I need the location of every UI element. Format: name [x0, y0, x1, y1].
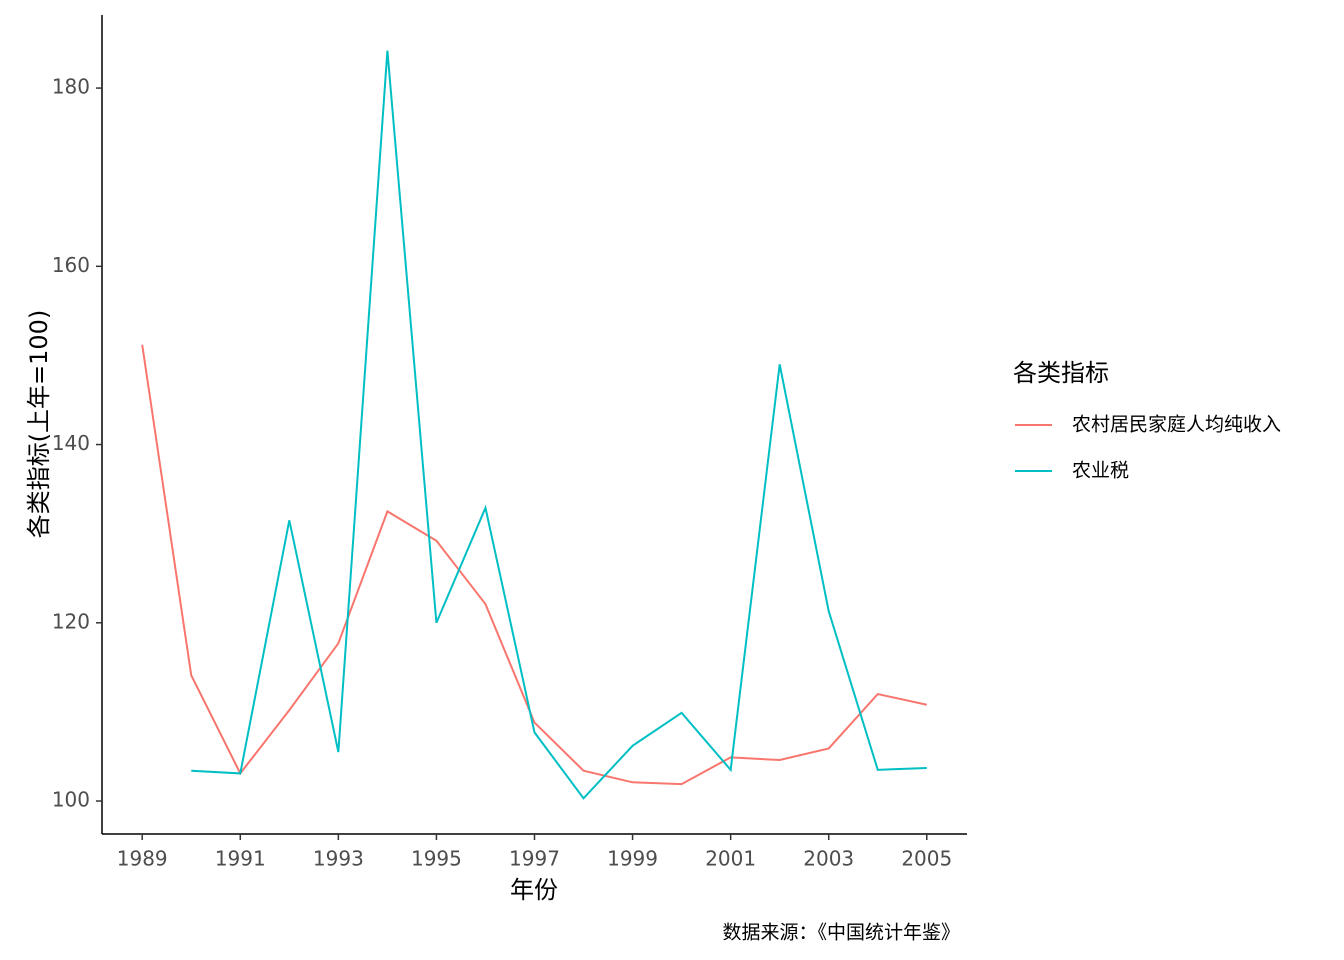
x-tick-label: 2003 — [803, 847, 854, 871]
y-axis-label: 各类指标(上年=100) — [25, 310, 53, 539]
x-tick-label: 1991 — [215, 847, 266, 871]
line-series — [191, 50, 927, 800]
x-tick-label: 1997 — [509, 847, 560, 871]
legend-label: 农村居民家庭人均纯收入 — [1072, 414, 1281, 436]
x-axis-label: 年份 — [510, 876, 558, 904]
legend-title: 各类指标 — [1013, 359, 1109, 387]
x-tick-label: 2001 — [705, 847, 756, 871]
x-tick-label: 1989 — [117, 847, 168, 871]
y-tick-label: 180 — [52, 75, 90, 99]
y-tick-label: 120 — [52, 609, 90, 633]
x-tick-label: 2005 — [901, 847, 952, 871]
x-tick-label: 1999 — [607, 847, 658, 871]
x-tick-label: 1993 — [313, 847, 364, 871]
y-tick-label: 140 — [52, 431, 90, 455]
x-tick-label: 1995 — [411, 847, 462, 871]
line-series — [141, 344, 928, 786]
y-tick-label: 100 — [52, 788, 90, 812]
caption: 数据来源：《中国统计年鉴》 — [722, 922, 960, 944]
legend-label: 农业税 — [1072, 460, 1129, 482]
y-tick-label: 160 — [52, 253, 90, 277]
